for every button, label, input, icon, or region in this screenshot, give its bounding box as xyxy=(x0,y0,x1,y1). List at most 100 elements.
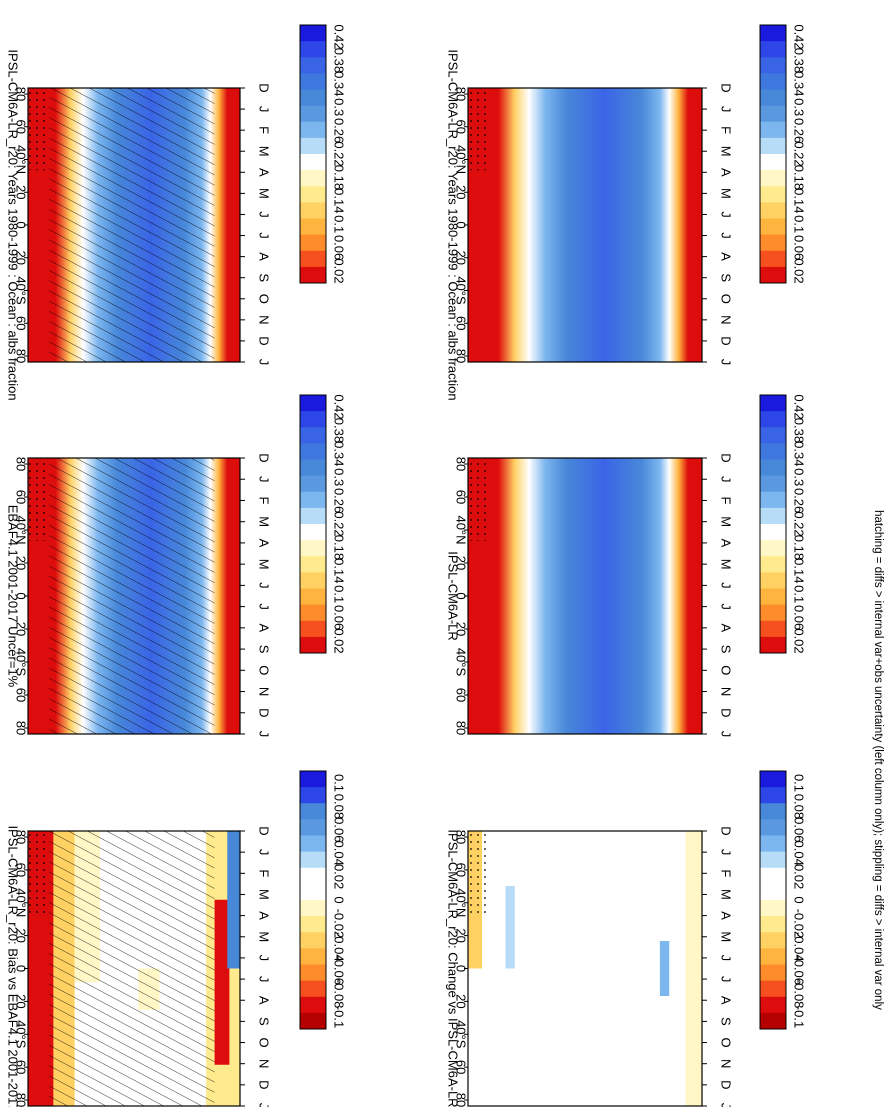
colorbar-label: 0.06 xyxy=(792,605,807,630)
colorbar-swatch xyxy=(300,980,326,998)
month-tick-label: J xyxy=(257,731,272,738)
colorbar-swatch xyxy=(300,620,326,638)
month-tick-label: A xyxy=(257,911,272,920)
lat-tick-label: 20 xyxy=(14,928,29,942)
month-tick-label: F xyxy=(719,126,734,134)
colorbar-label: 0.06 xyxy=(332,605,347,630)
colorbar-label: 0.26 xyxy=(332,118,347,143)
colorbar-label: 0.42 xyxy=(332,394,347,419)
month-tick-label: D xyxy=(257,336,272,345)
month-tick-label: F xyxy=(257,869,272,877)
colorbar-swatch xyxy=(760,137,786,155)
colorbar-swatch xyxy=(760,851,786,869)
lat-tick-label: 80 xyxy=(14,87,29,101)
panel-a: 80 60 40°N 20 0 20 40°S 60 80 D J F M A M J J A S O N D J IPSL-… xyxy=(6,24,347,400)
heatmap-field xyxy=(468,458,702,734)
month-tick-label: A xyxy=(257,539,272,548)
month-tick-label: F xyxy=(719,496,734,504)
colorbar-swatch xyxy=(300,443,326,460)
colorbar-label: 0.34 xyxy=(332,441,347,466)
colorbar-swatch xyxy=(300,819,326,836)
stippling-overlay xyxy=(468,88,487,171)
month-tick-label: J xyxy=(719,603,734,610)
colorbar-swatch xyxy=(300,186,326,203)
lat-tick-label: 60 xyxy=(454,490,469,504)
lat-tick-label: 80 xyxy=(454,721,469,735)
colorbar-label: 0.02 xyxy=(792,864,807,889)
panel-f: 80 60 40°N 20 0 20 40°S 60 80 D J F M A M J J A S O N D J IPSL-… xyxy=(446,770,807,1109)
colorbar-swatch xyxy=(300,105,326,123)
month-tick-label: J xyxy=(257,232,272,239)
month-tick-label: J xyxy=(719,476,734,483)
colorbar: 0.420.380.34 0.3 0.260.220.180.14 0.1 0.060.… xyxy=(299,24,347,284)
panel-e: 80 60 40°N 20 0 20 40°S 60 80 D J F M A M J J A S O N D J IPSL-… xyxy=(446,394,807,737)
colorbar-swatch xyxy=(300,524,326,541)
colorbar-label: -0.02 xyxy=(792,909,807,939)
lat-tick-label: 60 xyxy=(14,1060,29,1074)
colorbar-swatch xyxy=(300,427,326,444)
month-tick-label: A xyxy=(719,539,734,548)
month-tick-label: O xyxy=(257,1037,272,1047)
colorbar-label: 0.1 xyxy=(792,585,807,603)
colorbar-swatch xyxy=(300,1012,326,1030)
colorbar-label: 0.18 xyxy=(332,165,347,190)
month-tick-label: S xyxy=(257,1017,272,1026)
month-tick-label: S xyxy=(257,273,272,282)
colorbar-frame xyxy=(299,24,327,284)
colorbar-swatch xyxy=(300,851,326,869)
lat-tick-label: 20 xyxy=(454,994,469,1008)
month-tick-label: D xyxy=(257,708,272,717)
colorbar-label: 0.26 xyxy=(332,488,347,513)
lat-tick-label: 40°S xyxy=(14,1020,29,1049)
colorbar-swatch xyxy=(300,475,326,493)
colorbar-label: 0.02 xyxy=(332,258,347,283)
month-tick-label: J xyxy=(257,106,272,113)
lat-tick-label: 80 xyxy=(454,830,469,844)
panel-title: EBAF4.1 2001-2017 Uncer=1% xyxy=(6,505,21,688)
month-tick-label: J xyxy=(719,955,734,962)
lat-tick-label: 40°S xyxy=(454,276,469,305)
colorbar-label: 0.1 xyxy=(332,585,347,603)
month-tick-label: D xyxy=(719,1080,734,1089)
colorbar-frame xyxy=(759,770,787,1030)
month-tick-label: J xyxy=(257,476,272,483)
colorbar-swatch xyxy=(760,572,786,589)
colorbar-swatch xyxy=(760,556,786,573)
colorbar: 0.420.380.34 0.3 0.260.220.180.14 0.1 0.060.… xyxy=(759,24,807,284)
colorbar-label: -0.02 xyxy=(332,909,347,939)
colorbar-swatch xyxy=(300,266,326,284)
month-tick-label: J xyxy=(719,232,734,239)
colorbar-swatch xyxy=(300,250,326,268)
lat-tick-label: 60 xyxy=(454,1060,469,1074)
month-tick-label: D xyxy=(719,453,734,462)
lat-tick-label: 20 xyxy=(14,622,29,636)
month-tick-label: O xyxy=(257,294,272,304)
month-tick-label: M xyxy=(719,889,734,900)
colorbar-swatch xyxy=(300,154,326,171)
lat-tick-label: 20 xyxy=(14,185,29,199)
colorbar-label: 0.22 xyxy=(332,511,347,536)
month-tick-label: A xyxy=(257,252,272,261)
month-tick-label: A xyxy=(257,624,272,633)
colorbar-swatch xyxy=(760,105,786,123)
lat-tick-label: 40°N xyxy=(14,888,29,917)
colorbar-swatch xyxy=(760,604,786,622)
lat-tick-label: 20 xyxy=(454,251,469,265)
colorbar-swatch xyxy=(760,996,786,1014)
colorbar-swatch xyxy=(760,395,786,412)
colorbar-label: -0.1 xyxy=(332,1006,347,1028)
colorbar-label: 0.34 xyxy=(792,71,807,96)
colorbar-swatch xyxy=(760,459,786,477)
month-tick-label: J xyxy=(719,976,734,983)
colorbar-label: 0.06 xyxy=(792,235,807,260)
month-tick-label: J xyxy=(719,731,734,738)
month-tick-label: F xyxy=(257,496,272,504)
colorbar-label: 0.42 xyxy=(332,24,347,49)
colorbar-swatch xyxy=(300,395,326,412)
colorbar-label: 0.34 xyxy=(332,71,347,96)
lat-tick-label: 40°S xyxy=(14,276,29,305)
hatching-overlay xyxy=(49,88,215,362)
colorbar-label: 0 xyxy=(332,896,347,903)
month-tick-label: O xyxy=(719,294,734,304)
month-tick-label: O xyxy=(257,665,272,675)
